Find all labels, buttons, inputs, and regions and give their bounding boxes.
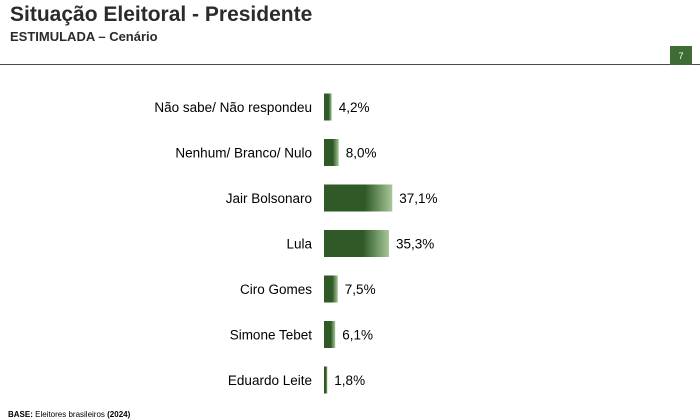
category-label: Jair Bolsonaro	[226, 191, 312, 206]
value-label: 8,0%	[346, 146, 377, 161]
category-label: Eduardo Leite	[228, 373, 312, 388]
value-label: 6,1%	[342, 328, 373, 343]
value-label: 4,2%	[339, 100, 370, 115]
category-label: Simone Tebet	[230, 328, 313, 343]
category-label: Nenhum/ Branco/ Nulo	[175, 146, 312, 161]
bar	[324, 93, 332, 121]
bar	[324, 321, 336, 348]
value-label: 37,1%	[399, 191, 437, 206]
category-label: Ciro Gomes	[240, 282, 312, 297]
page-number-badge: 7	[670, 46, 692, 65]
bar	[324, 230, 389, 257]
page-subtitle: ESTIMULADA – Cenário	[10, 29, 158, 44]
category-label: Lula	[286, 237, 312, 252]
footer-base: BASE: Eleitores brasileiros (2024)	[8, 410, 130, 419]
bar	[324, 139, 339, 166]
bar	[324, 184, 393, 212]
bar	[324, 366, 328, 394]
category-label: Não sabe/ Não respondeu	[154, 100, 312, 115]
page-title: Situação Eleitoral - Presidente	[10, 3, 313, 26]
value-label: 1,8%	[334, 373, 365, 388]
footer-base-label: BASE:	[8, 410, 33, 419]
bar	[324, 275, 338, 303]
footer-base-year: (2024)	[107, 410, 131, 419]
horizontal-bar-chart: Não sabe/ Não respondeu 4,2% Nenhum/ Branc…	[154, 93, 438, 394]
value-label: 35,3%	[396, 237, 434, 252]
header-divider	[0, 64, 700, 65]
value-label: 7,5%	[345, 282, 376, 297]
footer-base-text: Eleitores brasileiros	[32, 410, 108, 419]
